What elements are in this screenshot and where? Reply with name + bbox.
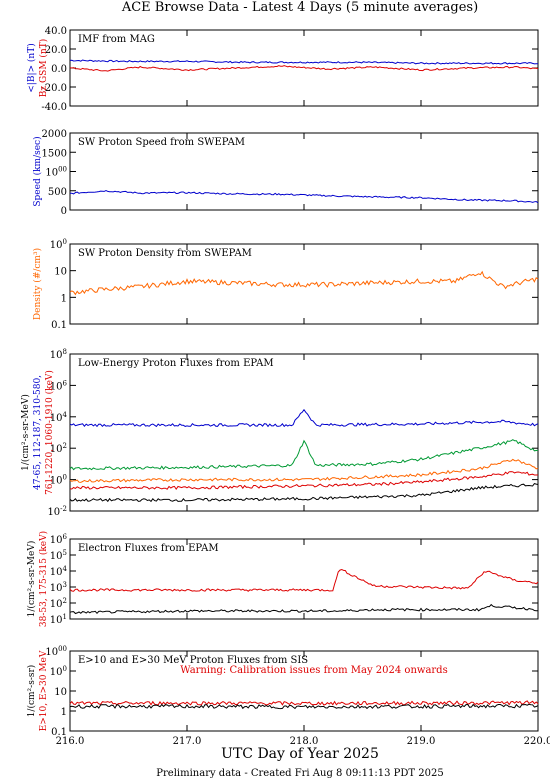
y-tick-label: 1000 [45,645,67,658]
y-axis-label: 761-1220, 1060-1910 (keV) [44,370,55,495]
x-tick-label: 217.0 [173,736,202,747]
y-tick-label: 0 [61,206,67,217]
footer-text: Preliminary data - Created Fri Aug 8 09:… [156,768,443,779]
series-line [69,59,539,65]
y-tick-label: 500 [48,187,67,198]
x-tick-label: 220.0 [524,736,550,747]
y-axis-label: Speed (km/sec) [32,136,43,206]
y-axis-label: E>10, E>30 MeV [39,650,49,731]
series-line [69,700,539,706]
y-tick-label: 106 [50,379,68,392]
y-axis-label: 1/(cm²-s-sr-MeV) [20,394,31,471]
y-tick-label: 40.0 [45,26,67,37]
y-tick-label: 0.1 [51,727,67,738]
series-line [69,270,539,296]
series-line [70,189,539,204]
y-tick-label: 1000 [45,166,67,179]
series-line [69,568,539,592]
y-tick-label: 0.0 [51,64,67,75]
y-tick-label: 104 [50,411,68,424]
series-line [69,483,539,503]
y-axis-label: Bz GSM (nT) [38,39,49,97]
y-tick-label: 2000 [42,129,67,140]
series-line [69,439,539,471]
y-axis-label: 47-65, 112-187, 310-580, [33,375,43,490]
y-tick-label: 100 [50,665,67,678]
y-axis-label: <|B|> (nT) [26,43,37,92]
y-tick-label: 102 [50,442,67,455]
series-line [69,65,539,72]
y-axis-label: Density (#/cm³) [32,248,43,320]
x-tick-label: 218.0 [290,736,319,747]
series-line [69,471,539,490]
y-tick-label: 105 [50,549,67,562]
series-line [69,458,539,483]
y-axis-label: 38-53, 175-315 (keV) [38,531,49,627]
panel-title: Electron Fluxes from EPAM [78,543,219,554]
y-tick-label: 10-2 [47,505,67,518]
y-tick-label: 100 [50,238,67,251]
panel-title: Low-Energy Proton Fluxes from EPAM [78,358,274,369]
y-tick-label: 10 [54,267,67,278]
x-tick-label: 219.0 [407,736,436,747]
y-tick-label: 106 [50,533,68,546]
panel-title: E>10 and E>30 MeV Proton Fluxes from SIS [78,655,308,666]
y-tick-label: 104 [50,565,68,578]
y-tick-label: 10 [54,687,67,698]
x-tick-label: 216.0 [56,736,85,747]
warning-annotation: Warning: Calibration issues from May 202… [180,665,447,676]
y-tick-label: 108 [50,348,67,361]
y-tick-label: 1500 [42,148,67,159]
series-line [69,603,538,615]
y-tick-label: -20.0 [41,83,67,94]
y-tick-label: 1 [61,707,67,718]
panel-title: SW Proton Density from SWEPAM [78,248,252,259]
series-line [69,408,539,428]
panel-title: IMF from MAG [78,34,155,45]
y-tick-label: 100 [50,474,67,487]
y-tick-label: 0.1 [51,320,67,331]
page-title: ACE Browse Data - Latest 4 Days (5 minut… [121,0,478,15]
y-tick-label: 103 [50,581,67,594]
y-tick-label: 101 [50,613,67,626]
x-axis-label: UTC Day of Year 2025 [221,746,379,762]
series-line [69,703,539,710]
y-tick-label: 20.0 [45,45,67,56]
panel-title: SW Proton Speed from SWEPAM [78,137,245,148]
y-tick-label: 1 [61,293,67,304]
panel-frame [69,353,539,512]
y-axis-label: 1/(cm²-s-sr-MeV) [26,541,37,618]
y-axis-label: 1/(cm²-s-sr) [26,665,37,718]
y-tick-label: -40.0 [41,102,67,113]
y-tick-label: 102 [50,597,67,610]
